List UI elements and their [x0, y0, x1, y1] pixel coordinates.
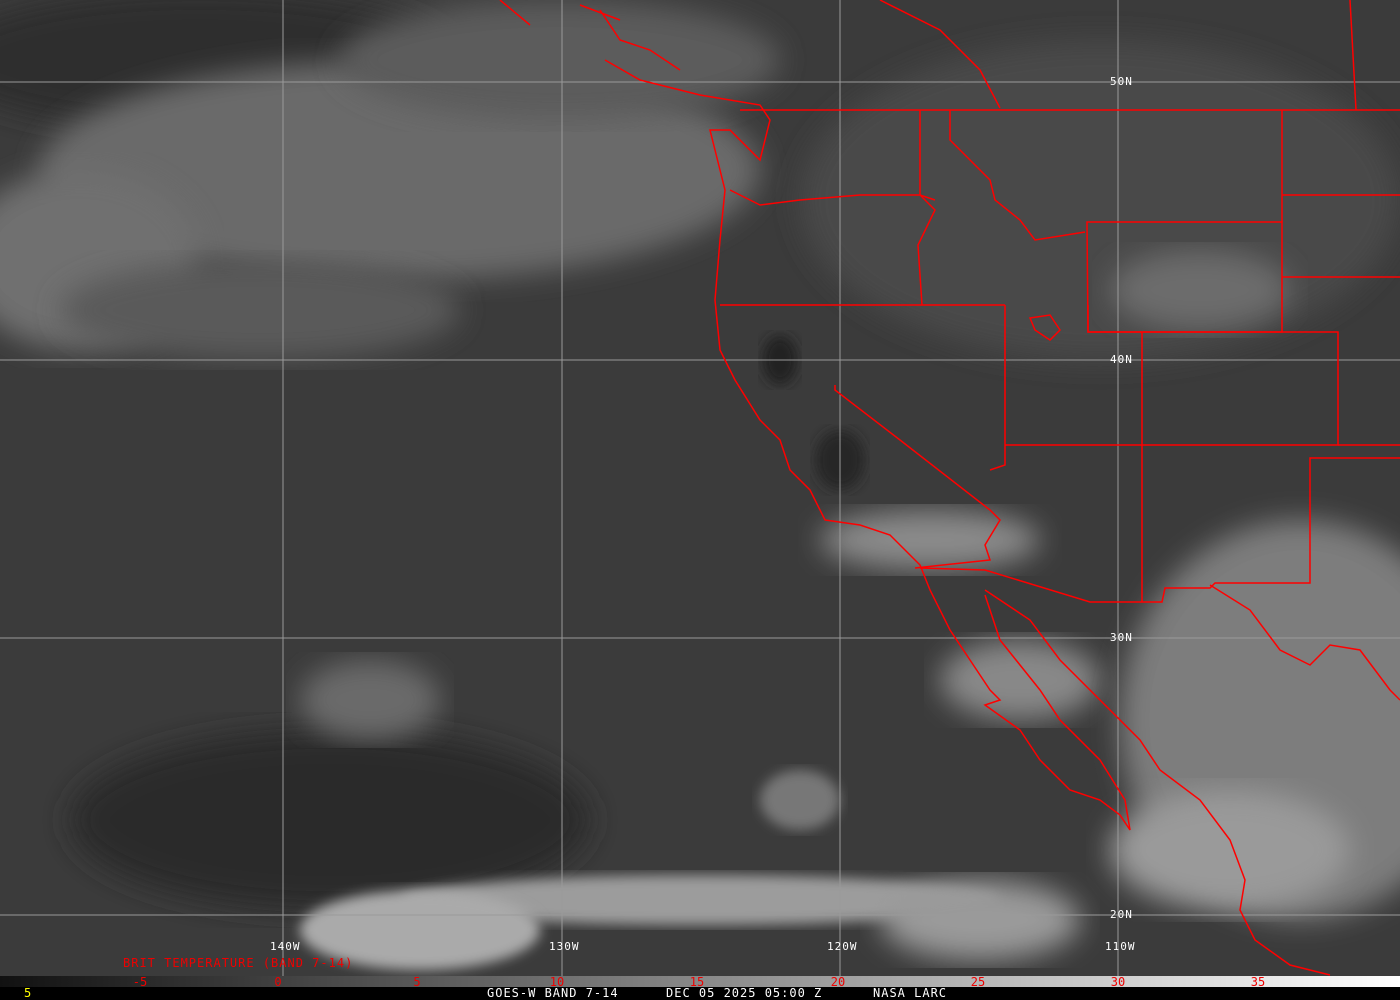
lon-label-120w: 120W [827, 940, 858, 953]
id-west [917, 110, 936, 306]
colorbar-tick: 20 [830, 975, 846, 989]
temperature-colorbar [0, 976, 1400, 987]
mt-east [1281, 110, 1400, 278]
puget-islands [499, 0, 681, 71]
ca-nv-diagonal [834, 385, 1001, 569]
alberta-line [1349, 0, 1357, 111]
lat-label-40n: 40N [1110, 353, 1133, 366]
colorbar-tick: 0 [274, 975, 282, 989]
colorbar-tick: 35 [1250, 975, 1266, 989]
satellite-band: GOES-W BAND 7-14 [487, 986, 619, 1000]
wa-or-border [729, 189, 936, 206]
lat-label-30n: 30N [1110, 631, 1133, 644]
lat-label-20n: 20N [1110, 908, 1133, 921]
colorbar-tick: 15 [689, 975, 705, 989]
footer-bar [0, 987, 1400, 1000]
coastline-west [604, 59, 1131, 831]
lon-label-110w: 110W [1105, 940, 1136, 953]
id-mt-border [949, 110, 1086, 241]
legend-title: BRIT TEMPERATURE (BAND 7-14) [123, 956, 354, 970]
image-datetime: DEC 05 2025 05:00 Z [666, 986, 823, 1000]
colorbar-tick: 5 [413, 975, 421, 989]
colorbar-tick: 10 [549, 975, 565, 989]
lat-lon-grid [0, 0, 1400, 976]
nv-east [989, 305, 1006, 471]
bc-inland [879, 0, 1001, 109]
mexico-east-coast [1209, 584, 1400, 701]
colorbar-tick: 25 [970, 975, 986, 989]
great-salt-lake [1028, 314, 1061, 341]
lon-label-130w: 130W [549, 940, 580, 953]
colorbar-tick: 30 [1110, 975, 1126, 989]
frame-number: 5 [24, 986, 32, 1000]
lat-label-50n: 50N [1110, 75, 1133, 88]
baja-border [919, 567, 986, 571]
colorbar-tick: -5 [132, 975, 148, 989]
image-source: NASA LARC [873, 986, 948, 1000]
political-borders [499, 0, 1400, 976]
gulf-of-california-east [984, 589, 1331, 976]
lon-label-140w: 140W [270, 940, 301, 953]
az-nm [984, 444, 1400, 603]
